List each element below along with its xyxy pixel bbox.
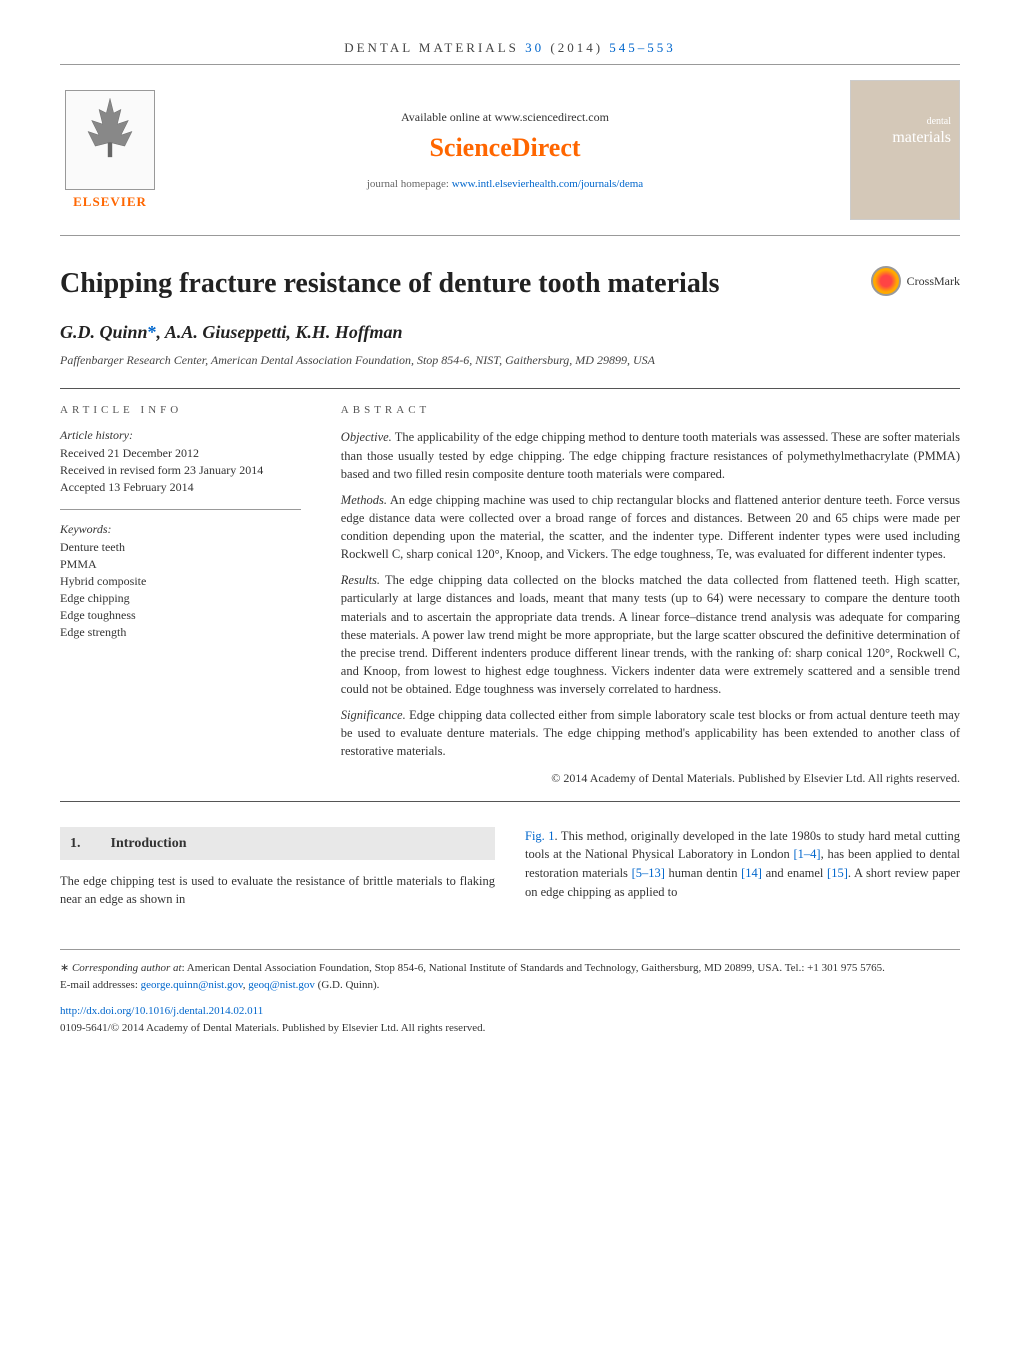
abstract-label: ABSTRACT	[341, 404, 960, 416]
doi-link[interactable]: http://dx.doi.org/10.1016/j.dental.2014.…	[60, 1003, 960, 1020]
intro-text-4: and enamel	[762, 866, 827, 880]
abstract-copyright: © 2014 Academy of Dental Materials. Publ…	[341, 771, 960, 786]
figure-ref[interactable]: Fig. 1	[525, 829, 555, 843]
accepted-date: Accepted 13 February 2014	[60, 480, 301, 495]
keyword: Edge toughness	[60, 608, 301, 623]
journal-pages: 545–553	[609, 40, 676, 55]
introduction-section: 1. Introduction The edge chipping test is…	[60, 827, 960, 910]
abstract-objective: Objective. The applicability of the edge…	[341, 428, 960, 482]
keyword: Hybrid composite	[60, 574, 301, 589]
cover-materials: materials	[892, 129, 951, 146]
citation-ref[interactable]: [1–4]	[794, 847, 821, 861]
cover-title: dental materials	[892, 111, 951, 147]
journal-volume: 30	[525, 40, 544, 55]
crossmark-badge[interactable]: CrossMark	[871, 266, 960, 296]
email-label: E-mail addresses:	[60, 979, 141, 991]
keyword: Edge chipping	[60, 591, 301, 606]
journal-name: DENTAL MATERIALS	[344, 40, 519, 55]
keywords-heading: Keywords:	[60, 522, 301, 537]
citation-ref[interactable]: [15]	[827, 866, 848, 880]
crossmark-label: CrossMark	[907, 274, 960, 289]
divider-thick	[60, 388, 960, 389]
history-block: Article history: Received 21 December 20…	[60, 428, 301, 510]
article-info-label: ARTICLE INFO	[60, 404, 301, 416]
objective-heading: Objective.	[341, 430, 392, 444]
results-text: The edge chipping data collected on the …	[341, 573, 960, 696]
corr-text: : American Dental Association Foundation…	[182, 962, 885, 974]
journal-year: (2014)	[550, 40, 603, 55]
journal-cover-thumbnail[interactable]: dental materials	[850, 80, 960, 220]
homepage-prefix: journal homepage:	[367, 178, 452, 190]
sciencedirect-url[interactable]: www.sciencedirect.com	[494, 110, 609, 124]
homepage-url[interactable]: www.intl.elsevierhealth.com/journals/dem…	[452, 178, 643, 190]
authors-line: G.D. Quinn*, A.A. Giuseppetti, K.H. Hoff…	[60, 322, 960, 343]
intro-right-column: Fig. 1. This method, originally develope…	[525, 827, 960, 910]
corresponding-author-note: ∗ Corresponding author at: American Dent…	[60, 960, 960, 977]
abstract-results: Results. The edge chipping data collecte…	[341, 571, 960, 698]
divider	[60, 64, 960, 65]
intro-left-text: The edge chipping test is used to evalua…	[60, 872, 495, 910]
available-online-text: Available online at www.sciencedirect.co…	[160, 110, 850, 125]
availability-box: ELSEVIER Available online at www.science…	[60, 70, 960, 230]
abstract-column: ABSTRACT Objective. The applicability of…	[341, 404, 960, 785]
elsevier-tree-icon	[65, 90, 155, 190]
cover-dental: dental	[927, 116, 951, 127]
journal-header: DENTAL MATERIALS 30 (2014) 545–553	[60, 40, 960, 56]
avail-prefix: Available online at	[401, 110, 494, 124]
keyword: Denture teeth	[60, 540, 301, 555]
significance-heading: Significance.	[341, 708, 406, 722]
citation-ref[interactable]: [14]	[741, 866, 762, 880]
significance-text: Edge chipping data collected either from…	[341, 708, 960, 758]
homepage-line: journal homepage: www.intl.elsevierhealt…	[160, 178, 850, 190]
revised-date: Received in revised form 23 January 2014	[60, 463, 301, 478]
elsevier-text: ELSEVIER	[60, 194, 160, 210]
email-suffix: (G.D. Quinn).	[315, 979, 379, 991]
email-link[interactable]: george.quinn@nist.gov	[141, 979, 243, 991]
info-abstract-row: ARTICLE INFO Article history: Received 2…	[60, 404, 960, 785]
footnote-marker: ∗	[60, 962, 69, 974]
abstract-methods: Methods. An edge chipping machine was us…	[341, 491, 960, 564]
center-info: Available online at www.sciencedirect.co…	[160, 110, 850, 190]
received-date: Received 21 December 2012	[60, 446, 301, 461]
email-link[interactable]: geoq@nist.gov	[248, 979, 315, 991]
intro-heading: 1. Introduction	[60, 827, 495, 860]
issn-copyright: 0109-5641/© 2014 Academy of Dental Mater…	[60, 1020, 960, 1037]
divider-thick	[60, 801, 960, 802]
results-heading: Results.	[341, 573, 380, 587]
sciencedirect-logo[interactable]: ScienceDirect	[160, 133, 850, 163]
keyword: Edge strength	[60, 625, 301, 640]
footer: ∗ Corresponding author at: American Dent…	[60, 949, 960, 1036]
author-first: G.D. Quinn	[60, 322, 148, 342]
email-line: E-mail addresses: george.quinn@nist.gov,…	[60, 977, 960, 994]
citation-ref[interactable]: [5–13]	[632, 866, 665, 880]
methods-heading: Methods.	[341, 493, 387, 507]
keyword: PMMA	[60, 557, 301, 572]
title-section: Chipping fracture resistance of denture …	[60, 266, 960, 302]
intro-left-column: 1. Introduction The edge chipping test is…	[60, 827, 495, 910]
corr-label: Corresponding author at	[69, 962, 181, 974]
abstract-significance: Significance. Edge chipping data collect…	[341, 706, 960, 760]
intro-right-text: Fig. 1. This method, originally develope…	[525, 827, 960, 902]
article-title: Chipping fracture resistance of denture …	[60, 266, 851, 302]
elsevier-logo[interactable]: ELSEVIER	[60, 90, 160, 210]
crossmark-icon	[871, 266, 901, 296]
section-title: Introduction	[111, 836, 187, 851]
objective-text: The applicability of the edge chipping m…	[341, 430, 960, 480]
authors-rest: , A.A. Giuseppetti, K.H. Hoffman	[157, 322, 403, 342]
article-info-column: ARTICLE INFO Article history: Received 2…	[60, 404, 301, 785]
section-number: 1.	[70, 836, 81, 851]
divider	[60, 235, 960, 236]
keywords-block: Keywords: Denture teeth PMMA Hybrid comp…	[60, 522, 301, 640]
intro-text-3: human dentin	[665, 866, 741, 880]
history-heading: Article history:	[60, 428, 301, 443]
affiliation: Paffenbarger Research Center, American D…	[60, 353, 960, 368]
methods-text: An edge chipping machine was used to chi…	[341, 493, 960, 561]
corresponding-asterisk: *	[148, 322, 157, 342]
